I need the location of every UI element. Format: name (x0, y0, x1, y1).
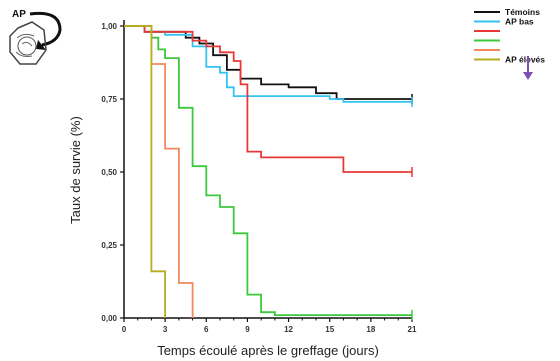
series-layer (124, 25, 413, 321)
x-tick-label: 9 (245, 325, 250, 334)
down-arrow-icon (523, 72, 533, 80)
series-line-3 (124, 25, 412, 316)
ap-label: AP (12, 9, 26, 20)
x-tick-label: 18 (366, 325, 375, 334)
cell-detail-icon (15, 33, 35, 57)
y-tick-label: 0,75 (101, 95, 117, 104)
x-tick-label: 12 (284, 325, 293, 334)
y-tick-label: 1,00 (101, 22, 117, 31)
y-axis-label: Taux de survie (%) (68, 116, 83, 224)
series-line-1 (124, 25, 412, 103)
series-line-5 (124, 25, 166, 318)
x-axis-label: Temps écoulé après le greffage (jours) (157, 343, 379, 358)
series-line-4 (124, 25, 194, 318)
x-tick-label: 0 (122, 325, 127, 334)
x-tick-label: 21 (408, 325, 417, 334)
nucleus-icon (17, 36, 37, 56)
legend-label-1: AP bas (505, 17, 534, 27)
ap-schematic: AP (9, 9, 62, 65)
curved-arrow-icon (29, 11, 62, 47)
y-ticks: 0,00 0,25 0,50 0,75 1,00 (101, 22, 124, 323)
axes (123, 20, 412, 319)
legend-label-5: AP élevés (505, 55, 545, 65)
legend-arrow (523, 56, 533, 80)
series-line-0 (124, 25, 412, 100)
arrow-head-icon (36, 40, 46, 50)
x-ticks: 0 3 6 9 12 15 18 21 (122, 318, 417, 334)
y-tick-label: 0,00 (101, 314, 117, 323)
x-tick-label: 15 (325, 325, 334, 334)
series-line-2 (124, 25, 412, 173)
x-tick-label: 3 (163, 325, 168, 334)
y-tick-label: 0,50 (101, 168, 117, 177)
y-tick-label: 0,25 (101, 241, 117, 250)
x-tick-label: 6 (204, 325, 209, 334)
graft-cell-icon (9, 21, 47, 65)
legend-label-0: Témoins (505, 7, 540, 17)
